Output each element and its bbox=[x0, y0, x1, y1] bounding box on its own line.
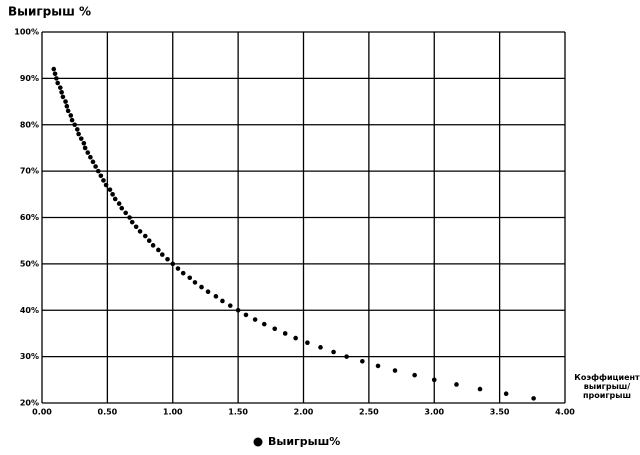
point bbox=[318, 345, 323, 350]
point bbox=[261, 321, 267, 327]
point bbox=[192, 280, 198, 285]
point bbox=[180, 270, 186, 276]
point bbox=[293, 335, 298, 341]
point bbox=[129, 219, 135, 225]
point bbox=[531, 396, 536, 401]
point bbox=[375, 363, 381, 369]
point bbox=[95, 168, 101, 174]
y-tick-label: 30% bbox=[20, 352, 39, 361]
point bbox=[90, 159, 96, 165]
point bbox=[69, 117, 75, 123]
point bbox=[127, 215, 132, 220]
point bbox=[133, 224, 139, 230]
point bbox=[165, 256, 170, 262]
point bbox=[103, 182, 109, 188]
chart-title: Выигрыш % bbox=[8, 5, 91, 19]
point bbox=[503, 391, 509, 397]
x-tick-label: 2.00 bbox=[294, 408, 314, 417]
point bbox=[235, 307, 241, 313]
point bbox=[101, 178, 106, 183]
point bbox=[142, 233, 148, 239]
point bbox=[243, 312, 249, 318]
point bbox=[150, 243, 156, 248]
y-tick-label: 100% bbox=[14, 28, 39, 37]
point bbox=[76, 131, 81, 137]
point bbox=[360, 358, 365, 364]
point bbox=[431, 377, 437, 383]
x-tick-label: 2.50 bbox=[359, 408, 379, 417]
point bbox=[344, 354, 349, 359]
point bbox=[60, 94, 66, 100]
point bbox=[58, 85, 63, 90]
legend-text: Выигрыш% bbox=[268, 435, 340, 448]
point bbox=[81, 141, 87, 146]
y-tick-label: 60% bbox=[20, 213, 39, 222]
point bbox=[272, 326, 278, 332]
point bbox=[156, 247, 161, 253]
point bbox=[75, 127, 80, 132]
x-axis-label: Коэффициент выигрыш/ проигрыш bbox=[574, 373, 640, 400]
x-tick-label: 4.00 bbox=[555, 408, 575, 417]
point bbox=[305, 340, 310, 346]
point bbox=[51, 66, 57, 72]
y-tick-label: 20% bbox=[20, 399, 39, 408]
point bbox=[159, 252, 165, 257]
y-tick-label: 50% bbox=[20, 259, 39, 268]
point bbox=[187, 275, 193, 281]
point bbox=[52, 71, 58, 77]
x-tick-label: 3.50 bbox=[490, 408, 510, 417]
point bbox=[78, 136, 84, 141]
point bbox=[63, 99, 68, 104]
point bbox=[72, 122, 77, 128]
x-tick-label: 0.50 bbox=[98, 408, 118, 417]
point bbox=[220, 298, 225, 304]
point bbox=[64, 103, 70, 109]
point bbox=[116, 201, 122, 206]
point bbox=[282, 331, 288, 336]
x-tick-label: 3.00 bbox=[424, 408, 444, 417]
point bbox=[88, 154, 93, 160]
point bbox=[119, 205, 125, 211]
point bbox=[252, 317, 258, 322]
point bbox=[65, 108, 71, 114]
point bbox=[392, 368, 398, 373]
y-tick-label: 80% bbox=[20, 120, 39, 129]
point bbox=[98, 173, 104, 179]
y-tick-label: 70% bbox=[20, 167, 39, 176]
point bbox=[112, 196, 118, 202]
point bbox=[199, 284, 204, 290]
point bbox=[54, 76, 59, 81]
point bbox=[213, 294, 219, 299]
y-tick-label: 90% bbox=[20, 74, 39, 83]
point bbox=[170, 261, 176, 267]
point bbox=[93, 164, 98, 169]
point bbox=[175, 266, 181, 271]
point bbox=[227, 303, 233, 308]
point bbox=[82, 145, 88, 151]
point bbox=[137, 229, 143, 234]
x-tick-label: 1.50 bbox=[228, 408, 248, 417]
point bbox=[110, 192, 115, 197]
point bbox=[107, 187, 113, 192]
point bbox=[477, 386, 483, 392]
x-tick-label: 0.00 bbox=[32, 408, 52, 417]
point bbox=[123, 210, 128, 216]
point bbox=[146, 238, 152, 243]
x-tick-label: 1.00 bbox=[163, 408, 183, 417]
point bbox=[205, 289, 211, 295]
point bbox=[331, 349, 336, 355]
point bbox=[68, 113, 74, 118]
point bbox=[412, 372, 417, 378]
point bbox=[454, 382, 459, 387]
y-tick-label: 40% bbox=[20, 306, 39, 315]
legend-marker bbox=[253, 437, 263, 447]
point bbox=[59, 89, 64, 95]
point bbox=[85, 150, 91, 155]
point bbox=[55, 80, 60, 86]
